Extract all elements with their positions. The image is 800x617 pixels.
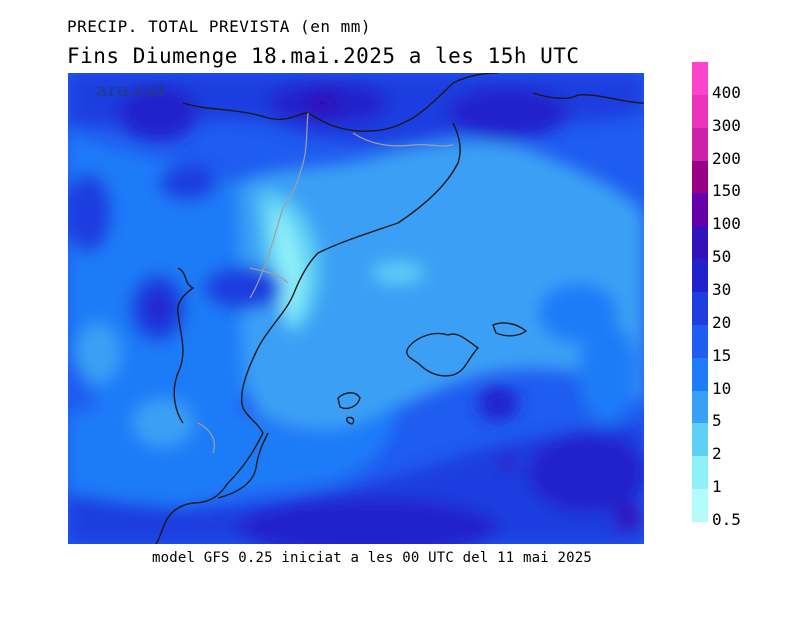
legend-label-5: 5 — [712, 411, 722, 431]
legend-label-10: 10 — [712, 378, 732, 398]
legend-swatch-50 — [692, 226, 708, 260]
legend-label-100: 100 — [712, 214, 741, 234]
legend-swatch-10 — [692, 357, 708, 391]
legend-swatch-300 — [692, 94, 708, 128]
legend-swatch-2 — [692, 423, 708, 457]
legend-label-400: 400 — [712, 82, 741, 102]
model-caption: model GFS 0.25 iniciat a les 00 UTC del … — [152, 550, 593, 566]
legend-label-300: 300 — [712, 115, 741, 135]
legend-label-20: 20 — [712, 312, 732, 332]
ara-cat-logo: ara.cat — [96, 80, 167, 101]
legend-label-150: 150 — [712, 181, 741, 201]
precip-field — [68, 73, 644, 544]
legend-label-0.5: 0.5 — [712, 510, 741, 529]
legend-label-1: 1 — [712, 477, 722, 497]
legend-label-2: 2 — [712, 444, 722, 464]
legend-swatch-150 — [692, 160, 708, 194]
legend-label-50: 50 — [712, 247, 732, 267]
legend-swatch-20 — [692, 292, 708, 325]
legend-swatch-200 — [692, 127, 708, 161]
legend-label-30: 30 — [712, 280, 732, 299]
map-subtitle: Fins Diumenge 18.mai.2025 a les 15h UTC — [67, 44, 580, 68]
legend-swatch-0.5 — [692, 489, 708, 523]
legend-swatch-30 — [692, 259, 708, 293]
legend-swatch-100 — [692, 193, 708, 227]
legend-swatch-1 — [692, 456, 708, 490]
legend-label-200: 200 — [712, 148, 741, 168]
legend-colorbar — [692, 62, 714, 523]
legend-label-15: 15 — [712, 345, 732, 365]
legend-swatch-15 — [692, 324, 708, 358]
precipitation-map — [68, 73, 644, 544]
regional-borders — [197, 112, 454, 454]
coastline — [155, 73, 644, 544]
legend-swatch-400 — [692, 62, 708, 95]
legend-swatch-5 — [692, 390, 708, 424]
map-title: PRECIP. TOTAL PREVISTA (en mm) — [67, 17, 371, 36]
